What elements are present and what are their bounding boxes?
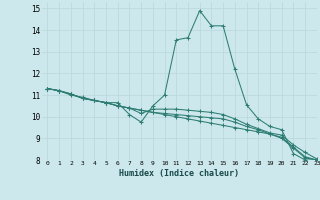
X-axis label: Humidex (Indice chaleur): Humidex (Indice chaleur) [119, 169, 239, 178]
